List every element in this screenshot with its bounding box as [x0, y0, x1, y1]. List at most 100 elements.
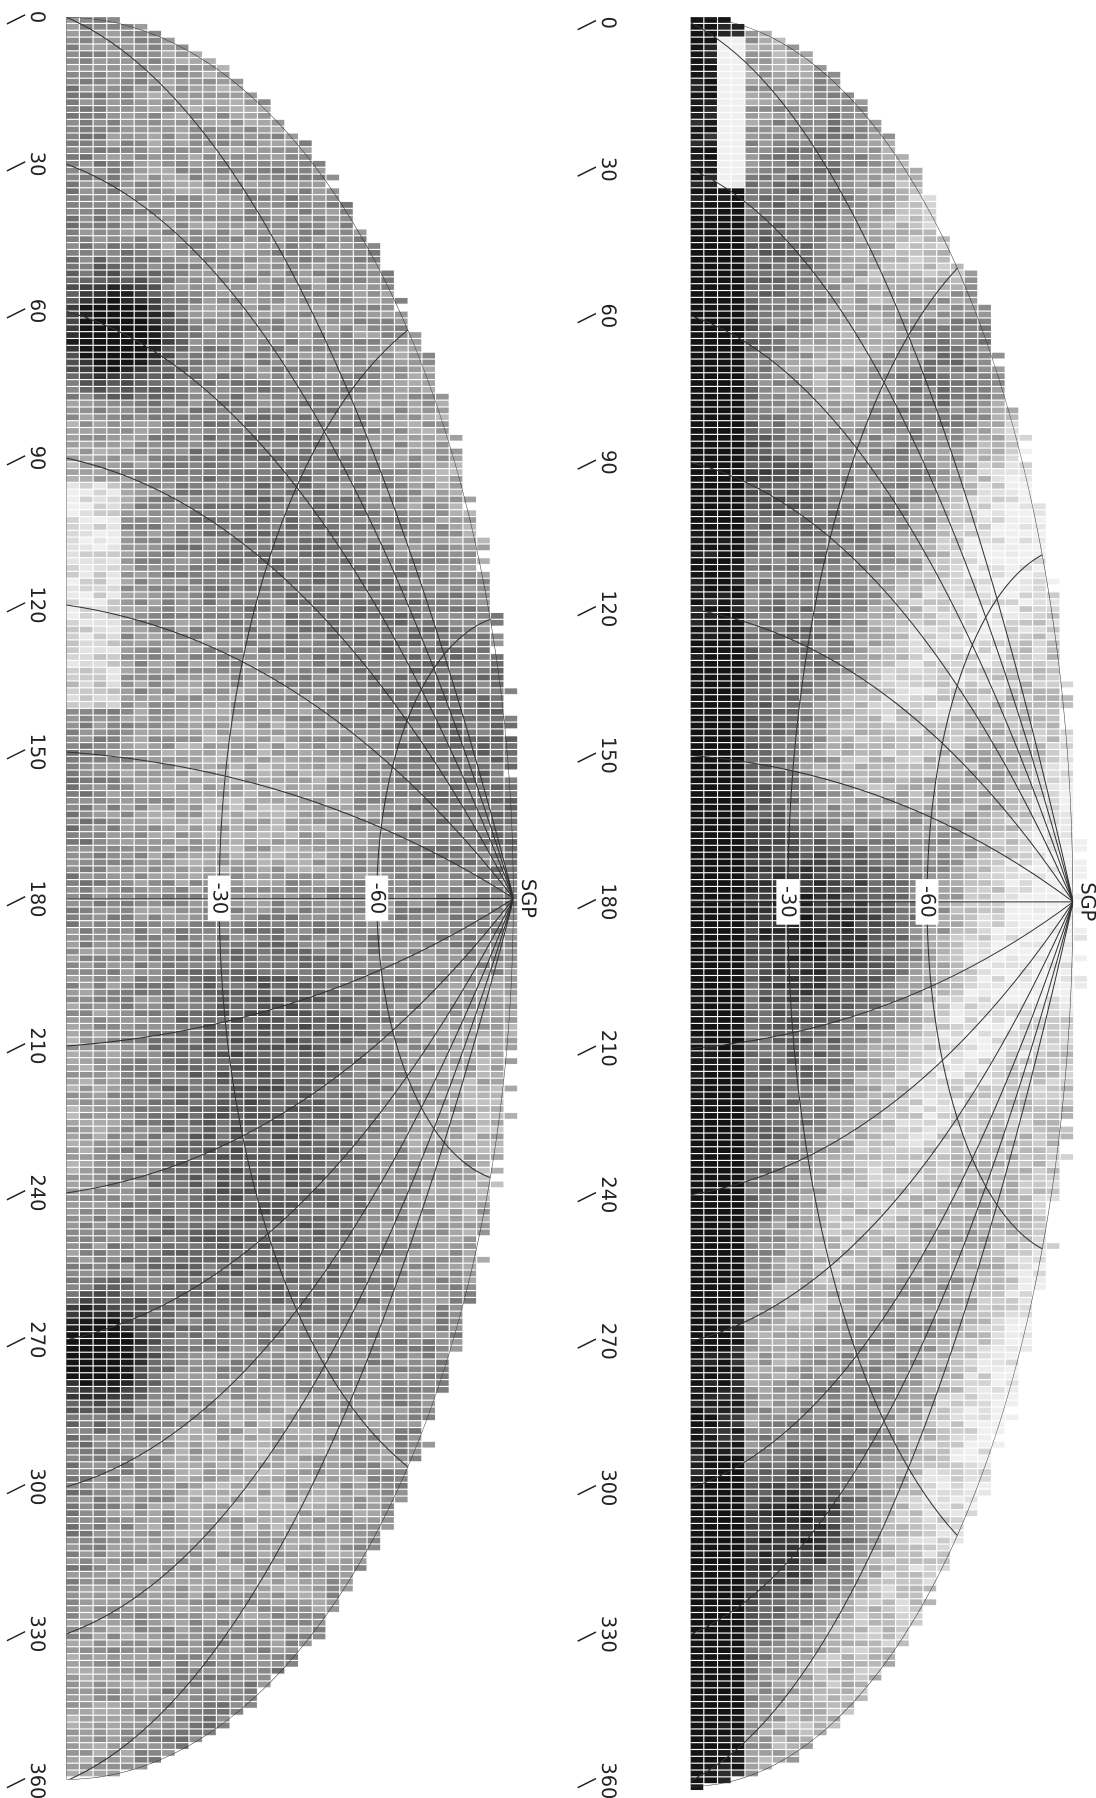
map-cell: [217, 1099, 230, 1105]
map-cell: [491, 702, 504, 708]
map-cell: [285, 647, 298, 653]
map-cell: [505, 949, 518, 955]
map-cell: [409, 853, 422, 859]
map-cell: [121, 72, 134, 78]
map-cell: [381, 606, 394, 612]
map-cell: [80, 140, 93, 146]
map-cell: [313, 291, 326, 297]
map-cell: [244, 1195, 257, 1201]
map-cell: [107, 997, 120, 1003]
map-cell: [477, 1134, 490, 1140]
map-cell: [80, 277, 93, 283]
map-cell: [381, 716, 394, 722]
map-cell: [354, 1086, 367, 1092]
map-cell: [107, 243, 120, 249]
map-cell: [272, 1229, 285, 1235]
map-cell: [368, 572, 381, 578]
map-cell: [395, 1003, 408, 1009]
map-cell: [244, 455, 257, 461]
map-cell: [121, 455, 134, 461]
map-cell: [148, 1092, 161, 1098]
map-cell: [94, 1223, 107, 1229]
map-cell: [368, 586, 381, 592]
map-cell: [121, 716, 134, 722]
map-cell: [505, 846, 518, 852]
map-cell: [340, 538, 353, 544]
map-cell: [299, 209, 312, 215]
map-cell: [285, 257, 298, 263]
map-cell: [203, 202, 216, 208]
map-cell: [354, 675, 367, 681]
map-cell: [422, 1236, 435, 1242]
map-cell: [258, 613, 271, 619]
map-cell: [354, 476, 367, 482]
map-cell: [231, 524, 244, 530]
map-cell: [162, 1168, 175, 1174]
map-cell: [107, 134, 120, 140]
map-cell: [354, 695, 367, 701]
map-cell: [505, 942, 518, 948]
map-cell: [107, 956, 120, 962]
map-cell: [162, 949, 175, 955]
map-cell: [66, 483, 79, 489]
map-cell: [135, 319, 148, 325]
map-cell: [217, 675, 230, 681]
map-cell: [450, 853, 463, 859]
map-cell: [135, 1079, 148, 1085]
map-cell: [450, 483, 463, 489]
map-cell: [203, 79, 216, 85]
map-cell: [354, 935, 367, 941]
map-cell: [285, 250, 298, 256]
map-cell: [450, 887, 463, 893]
map-cell: [450, 901, 463, 907]
map-cell: [491, 997, 504, 1003]
map-cell: [368, 709, 381, 715]
map-cell: [258, 873, 271, 879]
map-cell: [436, 901, 449, 907]
map-cell: [368, 1017, 381, 1023]
map-cell: [80, 243, 93, 249]
map-cell: [107, 592, 120, 598]
map-cell: [107, 79, 120, 85]
map-cell: [66, 517, 79, 523]
map-cell: [395, 935, 408, 941]
map-cell: [80, 695, 93, 701]
map-cell: [135, 647, 148, 653]
map-cell: [327, 305, 340, 311]
map-cell: [80, 1106, 93, 1112]
map-cell: [66, 250, 79, 256]
map-cell: [299, 969, 312, 975]
map-cell: [395, 873, 408, 879]
map-cell: [409, 1065, 422, 1071]
map-cell: [340, 709, 353, 715]
map-cell: [94, 743, 107, 749]
map-cell: [190, 531, 203, 537]
map-cell: [231, 325, 244, 331]
map-cell: [121, 1154, 134, 1160]
map-cell: [231, 962, 244, 968]
map-cell: [121, 1092, 134, 1098]
map-cell: [148, 1099, 161, 1105]
map-cell: [272, 819, 285, 825]
map-cell: [381, 1140, 394, 1146]
map-cell: [354, 510, 367, 516]
map-cell: [381, 969, 394, 975]
map-cell: [176, 503, 189, 509]
map-cell: [422, 1229, 435, 1235]
map-cell: [231, 791, 244, 797]
map-cell: [368, 627, 381, 633]
map-cell: [80, 1092, 93, 1098]
map-cell: [66, 92, 79, 98]
map-cell: [94, 58, 107, 64]
map-cell: [162, 558, 175, 564]
map-cell: [190, 654, 203, 660]
map-cell: [313, 1058, 326, 1064]
map-cell: [148, 558, 161, 564]
map-cell: [285, 1127, 298, 1133]
map-cell: [477, 921, 490, 927]
map-cell: [354, 716, 367, 722]
map-cell: [395, 1229, 408, 1235]
map-cell: [327, 1127, 340, 1133]
map-cell: [327, 284, 340, 290]
map-cell: [203, 503, 216, 509]
